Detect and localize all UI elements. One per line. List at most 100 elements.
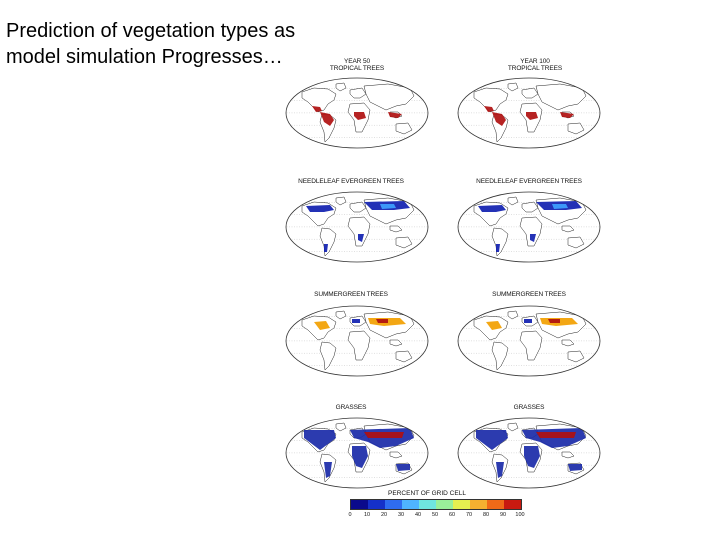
map-border — [285, 305, 429, 377]
vegetation-cover-summergreen-trees-2 — [548, 319, 560, 323]
colorbar-label: PERCENT OF GRID CELL — [388, 490, 466, 497]
vegetation-cover-tropical-trees-0 — [492, 112, 506, 126]
colorbar-tick-60: 60 — [448, 512, 456, 518]
continent-africa — [519, 216, 543, 247]
vegetation-cover-needleleaf-evergreen-trees-3 — [496, 244, 500, 252]
vegetation-cover-summergreen-trees-2 — [376, 319, 388, 323]
continent-africa — [347, 330, 371, 361]
map-border — [285, 77, 429, 149]
vegetation-cover-grasses-3 — [496, 462, 504, 478]
continent-australia — [395, 122, 413, 135]
continent-greenland — [335, 82, 347, 92]
continent-seasia — [389, 339, 403, 347]
map-border — [457, 305, 601, 377]
panel-title-5: SUMMERGREEN TREES — [314, 291, 388, 298]
colorbar-ticks: 0 10 20 30 40 50 60 70 80 90 100 — [344, 512, 526, 520]
map-panel-4 — [457, 191, 601, 263]
panel-title-4: NEEDLELEAF EVERGREEN TREES — [476, 178, 582, 185]
continent-seasia — [561, 225, 575, 233]
colorbar-tick-80: 80 — [482, 512, 490, 518]
map-panel-8 — [457, 417, 601, 489]
continent-australia — [395, 350, 413, 363]
panel-title-8: GRASSES — [513, 404, 545, 411]
colorbar-swatch-2 — [385, 500, 402, 509]
colorbar-swatch-7 — [470, 500, 487, 509]
continent-africa — [347, 216, 371, 247]
map-border — [457, 77, 601, 149]
map-panel-2 — [457, 77, 601, 149]
vegetation-cover-grasses-5 — [364, 432, 404, 438]
vegetation-cover-needleleaf-evergreen-trees-3 — [324, 244, 328, 252]
continent-samerica — [491, 341, 509, 371]
continent-australia — [567, 236, 585, 249]
vegetation-cover-grasses-4 — [568, 464, 582, 471]
continent-greenland — [507, 422, 519, 432]
vegetation-cover-tropical-trees-3 — [484, 106, 494, 112]
continent-asia — [535, 83, 587, 111]
continent-seasia — [389, 225, 403, 233]
continent-europe — [349, 87, 367, 99]
panel-title-1: YEAR 50 TROPICAL TREES — [329, 58, 385, 72]
colorbar-swatch-9 — [504, 500, 521, 509]
colorbar-tick-10: 10 — [363, 512, 371, 518]
map-panel-7 — [285, 417, 429, 489]
vegetation-cover-needleleaf-evergreen-trees-0 — [306, 205, 334, 212]
vegetation-cover-grasses-2 — [524, 446, 540, 468]
map-panel-5 — [285, 305, 429, 377]
vegetation-cover-tropical-trees-3 — [312, 106, 322, 112]
continent-australia — [567, 350, 585, 363]
colorbar — [350, 499, 522, 510]
vegetation-cover-grasses-0 — [304, 430, 336, 450]
slide-title: Prediction of vegetation types as model … — [6, 20, 296, 68]
colorbar-swatch-1 — [368, 500, 385, 509]
continent-australia — [567, 122, 585, 135]
panel-title-7: GRASSES — [335, 404, 367, 411]
map-panel-3 — [285, 191, 429, 263]
colorbar-swatch-0 — [351, 500, 368, 509]
continent-europe — [521, 201, 539, 213]
continent-seasia — [561, 451, 575, 459]
vegetation-cover-needleleaf-evergreen-trees-2 — [552, 204, 568, 209]
continent-namerica — [473, 87, 509, 113]
vegetation-cover-summergreen-trees-3 — [352, 319, 360, 323]
vegetation-cover-grasses-5 — [536, 432, 576, 438]
map-border — [285, 191, 429, 263]
continent-europe — [349, 201, 367, 213]
vegetation-cover-needleleaf-evergreen-trees-0 — [478, 205, 506, 212]
colorbar-swatch-5 — [436, 500, 453, 509]
vegetation-map-figure: YEAR 50 TROPICAL TREES YEAR 100 TROPICAL… — [272, 48, 601, 528]
panel-title-6: SUMMERGREEN TREES — [492, 291, 566, 298]
panel-title-2: YEAR 100 TROPICAL TREES — [507, 58, 563, 72]
colorbar-swatch-6 — [453, 500, 470, 509]
vegetation-cover-tropical-trees-2 — [388, 112, 402, 118]
map-panel-6 — [457, 305, 601, 377]
vegetation-cover-summergreen-trees-0 — [314, 321, 330, 330]
colorbar-tick-0: 0 — [348, 512, 352, 518]
vegetation-cover-summergreen-trees-0 — [486, 321, 502, 330]
vegetation-cover-grasses-3 — [324, 462, 332, 478]
continent-greenland — [507, 82, 519, 92]
map-panel-1 — [285, 77, 429, 149]
panel-title-3: NEEDLELEAF EVERGREEN TREES — [298, 178, 404, 185]
colorbar-tick-90: 90 — [499, 512, 507, 518]
map-border — [457, 191, 601, 263]
vegetation-cover-grasses-0 — [476, 430, 508, 450]
vegetation-cover-needleleaf-evergreen-trees-2 — [380, 204, 396, 209]
continent-greenland — [335, 196, 347, 206]
continent-greenland — [507, 196, 519, 206]
continent-namerica — [301, 87, 337, 113]
colorbar-tick-40: 40 — [414, 512, 422, 518]
colorbar-tick-20: 20 — [380, 512, 388, 518]
continent-greenland — [335, 422, 347, 432]
continent-africa — [519, 330, 543, 361]
continent-greenland — [335, 310, 347, 320]
continent-samerica — [491, 227, 509, 257]
vegetation-cover-grasses-2 — [352, 446, 368, 468]
vegetation-cover-needleleaf-evergreen-trees-4 — [358, 234, 364, 242]
colorbar-swatch-4 — [419, 500, 436, 509]
continent-seasia — [389, 451, 403, 459]
map-border — [285, 417, 429, 489]
continent-seasia — [561, 339, 575, 347]
continent-europe — [521, 87, 539, 99]
vegetation-cover-needleleaf-evergreen-trees-4 — [530, 234, 536, 242]
